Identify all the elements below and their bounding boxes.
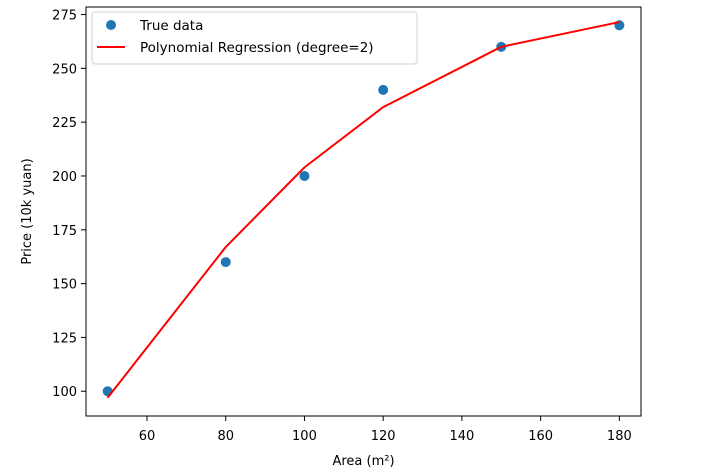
x-axis: 60 80 100 120 140 160 180 xyxy=(139,416,632,444)
y-tick-label: 275 xyxy=(52,9,77,24)
legend-label: True data xyxy=(139,18,203,34)
x-tick-label: 80 xyxy=(217,429,234,444)
x-tick-label: 160 xyxy=(528,429,553,444)
legend-marker-swatch xyxy=(106,20,116,30)
data-point xyxy=(299,170,310,181)
legend-box xyxy=(91,11,418,65)
data-point xyxy=(220,257,231,268)
x-tick-label: 100 xyxy=(292,429,317,444)
y-tick-label: 125 xyxy=(52,331,77,346)
series-line-regression xyxy=(106,21,620,399)
y-tick-label: 150 xyxy=(52,278,77,293)
x-tick-label: 120 xyxy=(371,429,396,444)
plot-area xyxy=(85,6,642,417)
y-tick-label: 100 xyxy=(52,385,77,400)
series-layer xyxy=(102,20,625,399)
data-point xyxy=(378,84,389,95)
x-tick-label: 140 xyxy=(449,429,474,444)
y-axis-label: Price (10k yuan) xyxy=(20,158,35,264)
y-tick-label: 175 xyxy=(52,224,77,239)
y-tick-label: 200 xyxy=(52,170,77,185)
x-tick-label: 60 xyxy=(139,429,156,444)
y-tick-label: 225 xyxy=(52,116,77,131)
legend-label: Polynomial Regression (degree=2) xyxy=(140,40,374,56)
y-axis: 100 125 150 175 200 225 250 275 xyxy=(52,9,86,400)
plot-frame xyxy=(85,6,642,417)
x-tick-label: 180 xyxy=(607,429,632,444)
y-tick-label: 250 xyxy=(52,62,77,77)
x-axis-label: Area (m²) xyxy=(332,454,394,469)
legend: True data Polynomial Regression (degree=2… xyxy=(91,11,418,65)
